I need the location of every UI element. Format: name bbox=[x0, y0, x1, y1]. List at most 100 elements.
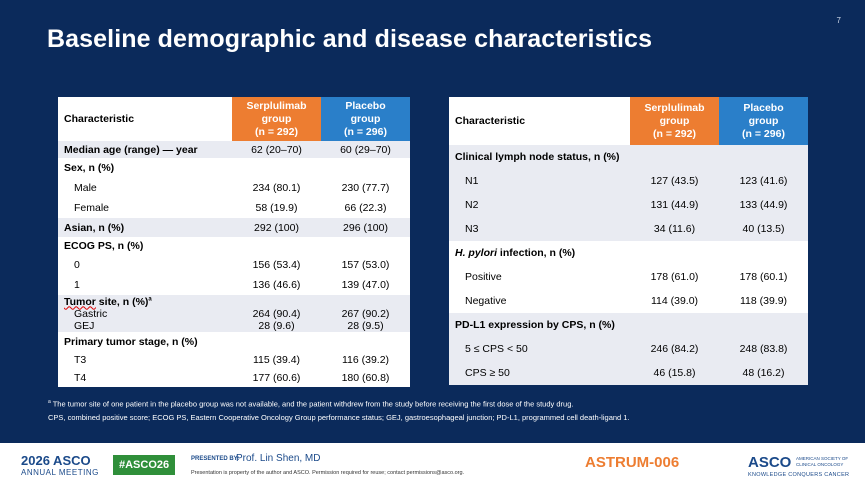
table-row: GEJ 28 (9.6) 28 (9.5) bbox=[58, 320, 410, 332]
table-row: Median age (range) — year 62 (20–70) 60 … bbox=[58, 141, 410, 158]
serplulimab-value: 62 (20–70) bbox=[251, 143, 302, 156]
presented-by-label: PRESENTED BY: bbox=[191, 456, 240, 462]
presenter-name: Prof. Lin Shen, MD bbox=[236, 453, 321, 464]
placebo-value: 248 (83.8) bbox=[739, 343, 788, 355]
placebo-value: 60 (29–70) bbox=[340, 143, 391, 156]
placebo-value: 180 (60.8) bbox=[341, 372, 390, 384]
row-label: CPS ≥ 50 bbox=[465, 367, 510, 379]
row-label: Asian, n (%) bbox=[64, 221, 125, 234]
section-label: Tumor site, n (%)a bbox=[64, 295, 152, 308]
serplulimab-value: 58 (19.9) bbox=[255, 202, 298, 214]
row-label: 5 ≤ CPS < 50 bbox=[465, 343, 528, 355]
placebo-value: 178 (60.1) bbox=[739, 271, 788, 283]
property-notice: Presentation is property of the author a… bbox=[191, 470, 465, 476]
placebo-value: 230 (77.7) bbox=[341, 182, 390, 194]
serplulimab-value: 264 (90.4) bbox=[252, 308, 301, 320]
table-row: Sex, n (%) bbox=[58, 158, 410, 178]
row-label: GEJ bbox=[74, 320, 95, 332]
placebo-value: 123 (41.6) bbox=[739, 175, 788, 187]
asco-annual-meeting-logo: 2026 ASCO ANNUAL MEETING bbox=[21, 453, 99, 477]
placebo-value: 133 (44.9) bbox=[739, 199, 788, 211]
serplulimab-value: 127 (43.5) bbox=[650, 175, 699, 187]
slide-title: Baseline demographic and disease charact… bbox=[47, 25, 653, 53]
table-row: Primary tumor stage, n (%) bbox=[58, 332, 410, 351]
placebo-value: 139 (47.0) bbox=[341, 279, 390, 291]
serplulimab-value: 131 (44.9) bbox=[650, 199, 699, 211]
page-number: 7 bbox=[836, 16, 841, 25]
header-serplulimab: Serplulimab group (n = 292) bbox=[232, 97, 321, 141]
table-row: Female 58 (19.9) 66 (22.3) bbox=[58, 198, 410, 218]
serplulimab-value: 246 (84.2) bbox=[650, 343, 699, 355]
serplulimab-value: 114 (39.0) bbox=[650, 295, 699, 307]
section-label: Primary tumor stage, n (%) bbox=[64, 335, 198, 348]
placebo-value: 40 (13.5) bbox=[742, 223, 785, 235]
serplulimab-value: 115 (39.4) bbox=[252, 354, 301, 366]
table-row: Clinical lymph node status, n (%) bbox=[449, 145, 808, 169]
table-row: 1 136 (46.6) 139 (47.0) bbox=[58, 275, 410, 295]
footnote-abbreviations: CPS, combined positive score; ECOG PS, E… bbox=[48, 413, 630, 422]
asco-tagline: KNOWLEDGE CONQUERS CANCER bbox=[748, 472, 850, 478]
section-label: Clinical lymph node status, n (%) bbox=[455, 151, 620, 163]
table-row: N2 131 (44.9) 133 (44.9) bbox=[449, 193, 808, 217]
hashtag-badge: #ASCO26 bbox=[113, 455, 176, 475]
placebo-value: 48 (16.2) bbox=[742, 367, 785, 379]
table-row: 0 156 (53.4) 157 (53.0) bbox=[58, 255, 410, 275]
header-characteristic: Characteristic bbox=[449, 97, 630, 145]
table-row: N3 34 (11.6) 40 (13.5) bbox=[449, 217, 808, 241]
table-row: CPS ≥ 50 46 (15.8) 48 (16.2) bbox=[449, 361, 808, 385]
serplulimab-value: 46 (15.8) bbox=[653, 367, 696, 379]
placebo-value: 267 (90.2) bbox=[341, 308, 390, 320]
table-row: T3 115 (39.4) 116 (39.2) bbox=[58, 351, 410, 369]
table-row: H. pylori infection, n (%) bbox=[449, 241, 808, 265]
slide-body: 7 Baseline demographic and disease chara… bbox=[0, 0, 865, 443]
row-label: Positive bbox=[465, 271, 502, 283]
row-label: Gastric bbox=[74, 308, 108, 320]
row-label: T4 bbox=[74, 372, 87, 384]
table-row: Tumor site, n (%)a bbox=[58, 295, 410, 308]
row-label: 0 bbox=[74, 259, 80, 271]
serplulimab-value: 292 (100) bbox=[254, 221, 299, 234]
serplulimab-value: 177 (60.6) bbox=[252, 372, 301, 384]
row-label: Median age (range) — year bbox=[64, 143, 198, 156]
asco-logo: ASCO bbox=[748, 454, 792, 471]
table-row: ECOG PS, n (%) bbox=[58, 237, 410, 255]
table-row: Negative 114 (39.0) 118 (39.9) bbox=[449, 289, 808, 313]
study-name: ASTRUM-006 bbox=[585, 454, 680, 471]
serplulimab-value: 234 (80.1) bbox=[252, 182, 301, 194]
header-placebo: Placebo group (n = 296) bbox=[719, 97, 808, 145]
serplulimab-value: 136 (46.6) bbox=[252, 279, 301, 291]
table-row: 5 ≤ CPS < 50 246 (84.2) 248 (83.8) bbox=[449, 337, 808, 361]
asco-society-name: AMERICAN SOCIETY OF CLINICAL ONCOLOGY bbox=[796, 456, 849, 467]
row-label: 1 bbox=[74, 279, 80, 291]
table-row: Positive 178 (61.0) 178 (60.1) bbox=[449, 265, 808, 289]
placebo-value: 118 (39.9) bbox=[739, 295, 788, 307]
header-placebo: Placebo group (n = 296) bbox=[321, 97, 410, 141]
right-characteristics-table: Characteristic Serplulimab group (n = 292)… bbox=[449, 97, 808, 385]
footnote-a: a The tumor site of one patient in the p… bbox=[48, 399, 574, 409]
table-row: Male 234 (80.1) 230 (77.7) bbox=[58, 178, 410, 198]
placebo-value: 28 (9.5) bbox=[347, 320, 384, 332]
left-characteristics-table: Characteristic Serplulimab group (n = 292)… bbox=[58, 97, 410, 387]
header-characteristic: Characteristic bbox=[58, 97, 232, 141]
section-label: Sex, n (%) bbox=[64, 162, 115, 174]
placebo-value: 116 (39.2) bbox=[341, 354, 390, 366]
serplulimab-value: 178 (61.0) bbox=[650, 271, 699, 283]
table-row: T4 177 (60.6) 180 (60.8) bbox=[58, 369, 410, 387]
row-label: Negative bbox=[465, 295, 507, 307]
row-label: Male bbox=[74, 182, 97, 194]
placebo-value: 296 (100) bbox=[343, 221, 388, 234]
row-label: N3 bbox=[465, 223, 479, 235]
footer-bar: 2026 ASCO ANNUAL MEETING #ASCO26 PRESENTE… bbox=[0, 443, 865, 488]
header-serplulimab: Serplulimab group (n = 292) bbox=[630, 97, 719, 145]
section-label: PD-L1 expression by CPS, n (%) bbox=[455, 319, 615, 331]
serplulimab-value: 28 (9.6) bbox=[258, 320, 295, 332]
row-label: Female bbox=[74, 202, 110, 214]
table-row: Asian, n (%) 292 (100) 296 (100) bbox=[58, 218, 410, 237]
table-header-row: Characteristic Serplulimab group (n = 292)… bbox=[449, 97, 808, 145]
table-header-row: Characteristic Serplulimab group (n = 292)… bbox=[58, 97, 410, 141]
serplulimab-value: 34 (11.6) bbox=[653, 223, 696, 235]
section-label: ECOG PS, n (%) bbox=[64, 240, 144, 252]
serplulimab-value: 156 (53.4) bbox=[252, 259, 301, 271]
row-label: N2 bbox=[465, 199, 479, 211]
